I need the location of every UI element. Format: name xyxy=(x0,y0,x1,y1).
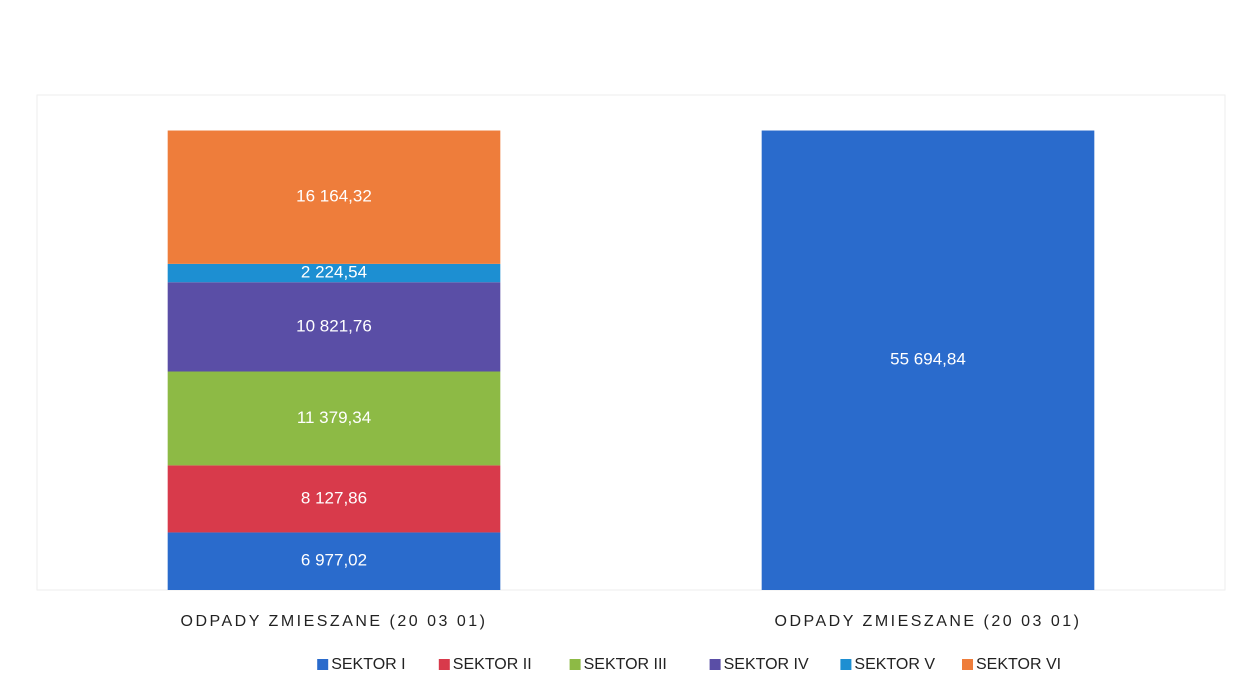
value-label: 55 694,84 xyxy=(890,350,966,369)
x-tick-label: ODPADY ZMIESZANE (20 03 01) xyxy=(775,613,1082,630)
value-label: 11 379,34 xyxy=(297,408,371,427)
legend-swatch xyxy=(840,659,852,670)
legend-swatch xyxy=(317,659,329,670)
legend-label: SEKTOR III xyxy=(584,656,667,673)
legend-swatch xyxy=(962,659,973,670)
legend-swatch xyxy=(709,659,721,670)
legend-label: SEKTOR I xyxy=(331,656,405,673)
legend-label: SEKTOR IV xyxy=(724,656,809,673)
bar-segment xyxy=(167,282,501,372)
value-label: 6 977,02 xyxy=(301,551,367,570)
bar-segment xyxy=(761,130,1095,590)
legend-swatch xyxy=(438,659,450,670)
x-tick-label: ODPADY ZMIESZANE (20 03 01) xyxy=(181,613,488,630)
bar-segment xyxy=(167,465,501,533)
value-label: 8 127,86 xyxy=(301,488,367,507)
value-label: 16 164,32 xyxy=(296,187,372,206)
bar-segment xyxy=(167,130,501,264)
bar-segment xyxy=(167,263,501,283)
bar-segment xyxy=(167,371,501,466)
legend-label: SEKTOR II xyxy=(453,656,532,673)
plot-area xyxy=(36,94,1226,591)
value-label: 2 224,54 xyxy=(301,263,367,282)
legend-label: SEKTOR VI xyxy=(976,656,1061,673)
legend-label: SEKTOR V xyxy=(854,656,935,673)
value-label: 10 821,76 xyxy=(296,316,372,335)
legend-swatch xyxy=(569,659,581,670)
bar-segment xyxy=(167,532,501,590)
